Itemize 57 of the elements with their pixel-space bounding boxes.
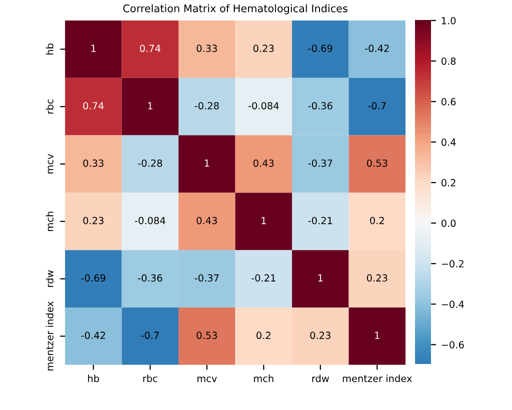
data-label: 0.53 <box>366 159 388 167</box>
y-tick-label: mcv <box>48 154 54 174</box>
color-bar-label: −0.4 <box>442 300 464 308</box>
data-label: 0.53 <box>196 332 217 340</box>
x-tick-label: hb <box>88 374 100 382</box>
data-label: -0.7 <box>141 332 159 340</box>
data-label: -0.37 <box>308 159 332 167</box>
color-bar-label: 0.8 <box>441 57 456 65</box>
x-tick-label: mch <box>254 374 274 382</box>
data-label: 0.23 <box>83 216 104 224</box>
data-label: -0.69 <box>308 44 332 52</box>
y-tick-label: mch <box>46 212 54 232</box>
chart-title: Correlation Matrix of Hematological Indices <box>123 4 348 14</box>
data-label: 1 <box>318 274 323 282</box>
data-label: -0.084 <box>134 216 166 224</box>
color-bar-label: 0.6 <box>441 98 456 106</box>
x-tick-label: rdw <box>312 374 329 382</box>
data-label: 0.74 <box>140 44 160 52</box>
data-label: 0.74 <box>83 102 104 110</box>
data-label: -0.42 <box>365 44 389 52</box>
x-tick-label: mentzer index <box>342 374 412 382</box>
color-bar-label: 0.2 <box>441 179 456 186</box>
data-label: 0.2 <box>256 332 270 340</box>
data-label: 0.23 <box>253 44 274 52</box>
x-tick-label: rbc <box>143 374 158 382</box>
data-label: -0.36 <box>308 102 332 110</box>
color-bar-label: 1.0 <box>442 16 456 24</box>
data-label: 1 <box>375 332 380 339</box>
data-label: 1 <box>262 216 266 224</box>
data-label: -0.42 <box>81 332 105 340</box>
data-label: 0.33 <box>196 44 217 52</box>
data-label: 0.23 <box>366 274 388 282</box>
y-tick-label: rdw <box>46 270 54 287</box>
y-tick-label: rbc <box>46 99 54 114</box>
data-label: -0.21 <box>308 216 332 224</box>
color-bar-label: 0.4 <box>441 138 456 146</box>
data-label: -0.21 <box>252 274 276 282</box>
data-label: -0.7 <box>368 102 386 110</box>
data-label: -0.28 <box>138 159 162 167</box>
data-label: -0.37 <box>194 274 219 282</box>
data-label: -0.69 <box>81 274 106 282</box>
data-label: 0.43 <box>196 216 217 224</box>
y-tick-label: hb <box>46 44 54 54</box>
data-label: 0.23 <box>310 332 330 340</box>
data-label: -0.28 <box>194 102 219 110</box>
data-label: 1 <box>91 44 96 52</box>
data-label: -0.36 <box>138 274 162 282</box>
data-label: 1 <box>148 102 152 110</box>
data-label: 0.33 <box>83 159 104 167</box>
data-label: 1 <box>204 160 210 167</box>
data-label: 0.2 <box>370 216 384 224</box>
data-label: -0.084 <box>248 102 279 110</box>
color-bar-label: −0.2 <box>442 260 464 268</box>
data-label: 0.43 <box>253 159 274 167</box>
x-tick-label: mcv <box>197 376 217 382</box>
color-bar-label: −0.6 <box>442 341 464 348</box>
color-bar-label: 0.0 <box>441 220 456 227</box>
